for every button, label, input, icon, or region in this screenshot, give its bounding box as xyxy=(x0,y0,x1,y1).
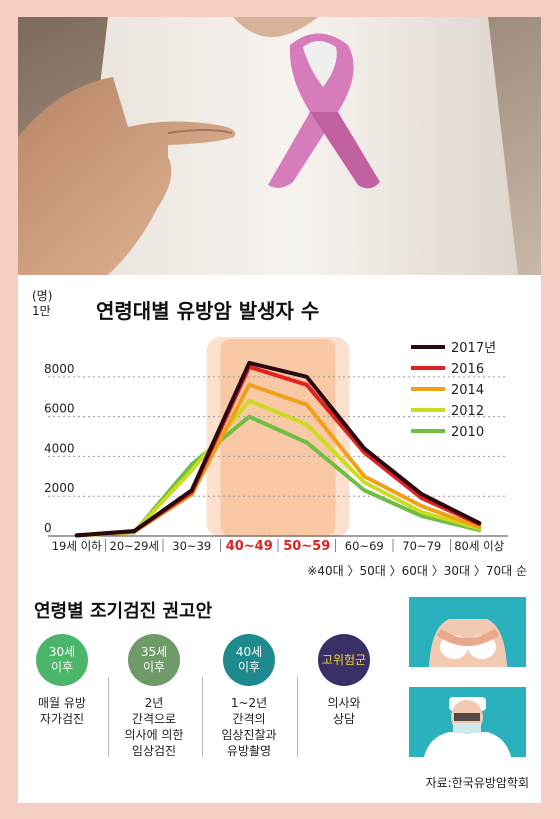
x-tick-label: 60~69 xyxy=(345,539,384,553)
y-tick-label: 6000 xyxy=(44,402,75,416)
legend-label: 2014 xyxy=(451,383,484,398)
x-tick-label: 30~39 xyxy=(172,539,211,553)
column-divider xyxy=(108,677,109,757)
age-badge: 40세 이후 xyxy=(223,634,275,686)
column-divider xyxy=(201,677,203,757)
pink-ribbon-photo xyxy=(18,17,541,275)
legend-label: 2012 xyxy=(451,404,484,419)
y-tick-label: 8000 xyxy=(44,362,75,376)
x-tick-label: 40~49 xyxy=(226,539,273,554)
series-line-2017년 xyxy=(74,360,482,538)
age-badge: 30세 이후 xyxy=(36,634,88,686)
legend-label: 2017년 xyxy=(451,341,496,356)
doctor-illustration xyxy=(409,687,526,757)
x-tick-label: 70~79 xyxy=(402,539,441,553)
recommendations-title: 연령별 조기검진 권고안 xyxy=(34,601,213,622)
y-tick-label: 4000 xyxy=(44,441,75,455)
age-badge: 35세 이후 xyxy=(128,634,180,686)
legend-label: 2016 xyxy=(451,362,484,377)
ranking-note: ※40대 〉50대 〉60대 〉30대 〉70대 순 xyxy=(307,564,527,578)
recommendation-text: 의사와 상담 xyxy=(327,696,361,726)
legend-label: 2010 xyxy=(451,425,484,440)
unit-label: (명) 1만 xyxy=(32,289,53,318)
column-divider xyxy=(296,677,298,757)
recommendation-text: 2년 간격으로 의사에 의한 임상검진 xyxy=(124,696,184,758)
breast-self-exam-illustration xyxy=(409,597,526,667)
x-tick-label: 80세 이상 xyxy=(454,539,504,553)
line-chart: 0 2000 4000 6000 8000 19세 이하 20~29세 30~39 40~49 5… xyxy=(44,337,508,554)
source-credit: 자료:한국유방암학회 xyxy=(425,776,529,790)
ribbon-icon xyxy=(268,33,380,189)
age-badge: 고위험군 xyxy=(318,634,370,686)
infographic-frame: (명) 1만 연령대별 유방암 발생자 수 0 2000 4000 6000 8000 1… xyxy=(18,17,541,803)
y-tick-label: 2000 xyxy=(44,481,75,495)
recommendation-text: 1~2년 간격의 임상진찰과 유방촬영 xyxy=(221,696,277,758)
chart-title: 연령대별 유방암 발생자 수 xyxy=(96,299,320,323)
x-tick-label: 20~29세 xyxy=(110,539,159,553)
x-tick-label: 19세 이하 xyxy=(52,539,102,553)
y-tick-label: 0 xyxy=(44,521,52,535)
series-line-2012 xyxy=(74,398,482,538)
x-tick-label: 50~59 xyxy=(283,539,330,554)
recommendation-text: 매월 유방 자가검진 xyxy=(38,696,86,726)
